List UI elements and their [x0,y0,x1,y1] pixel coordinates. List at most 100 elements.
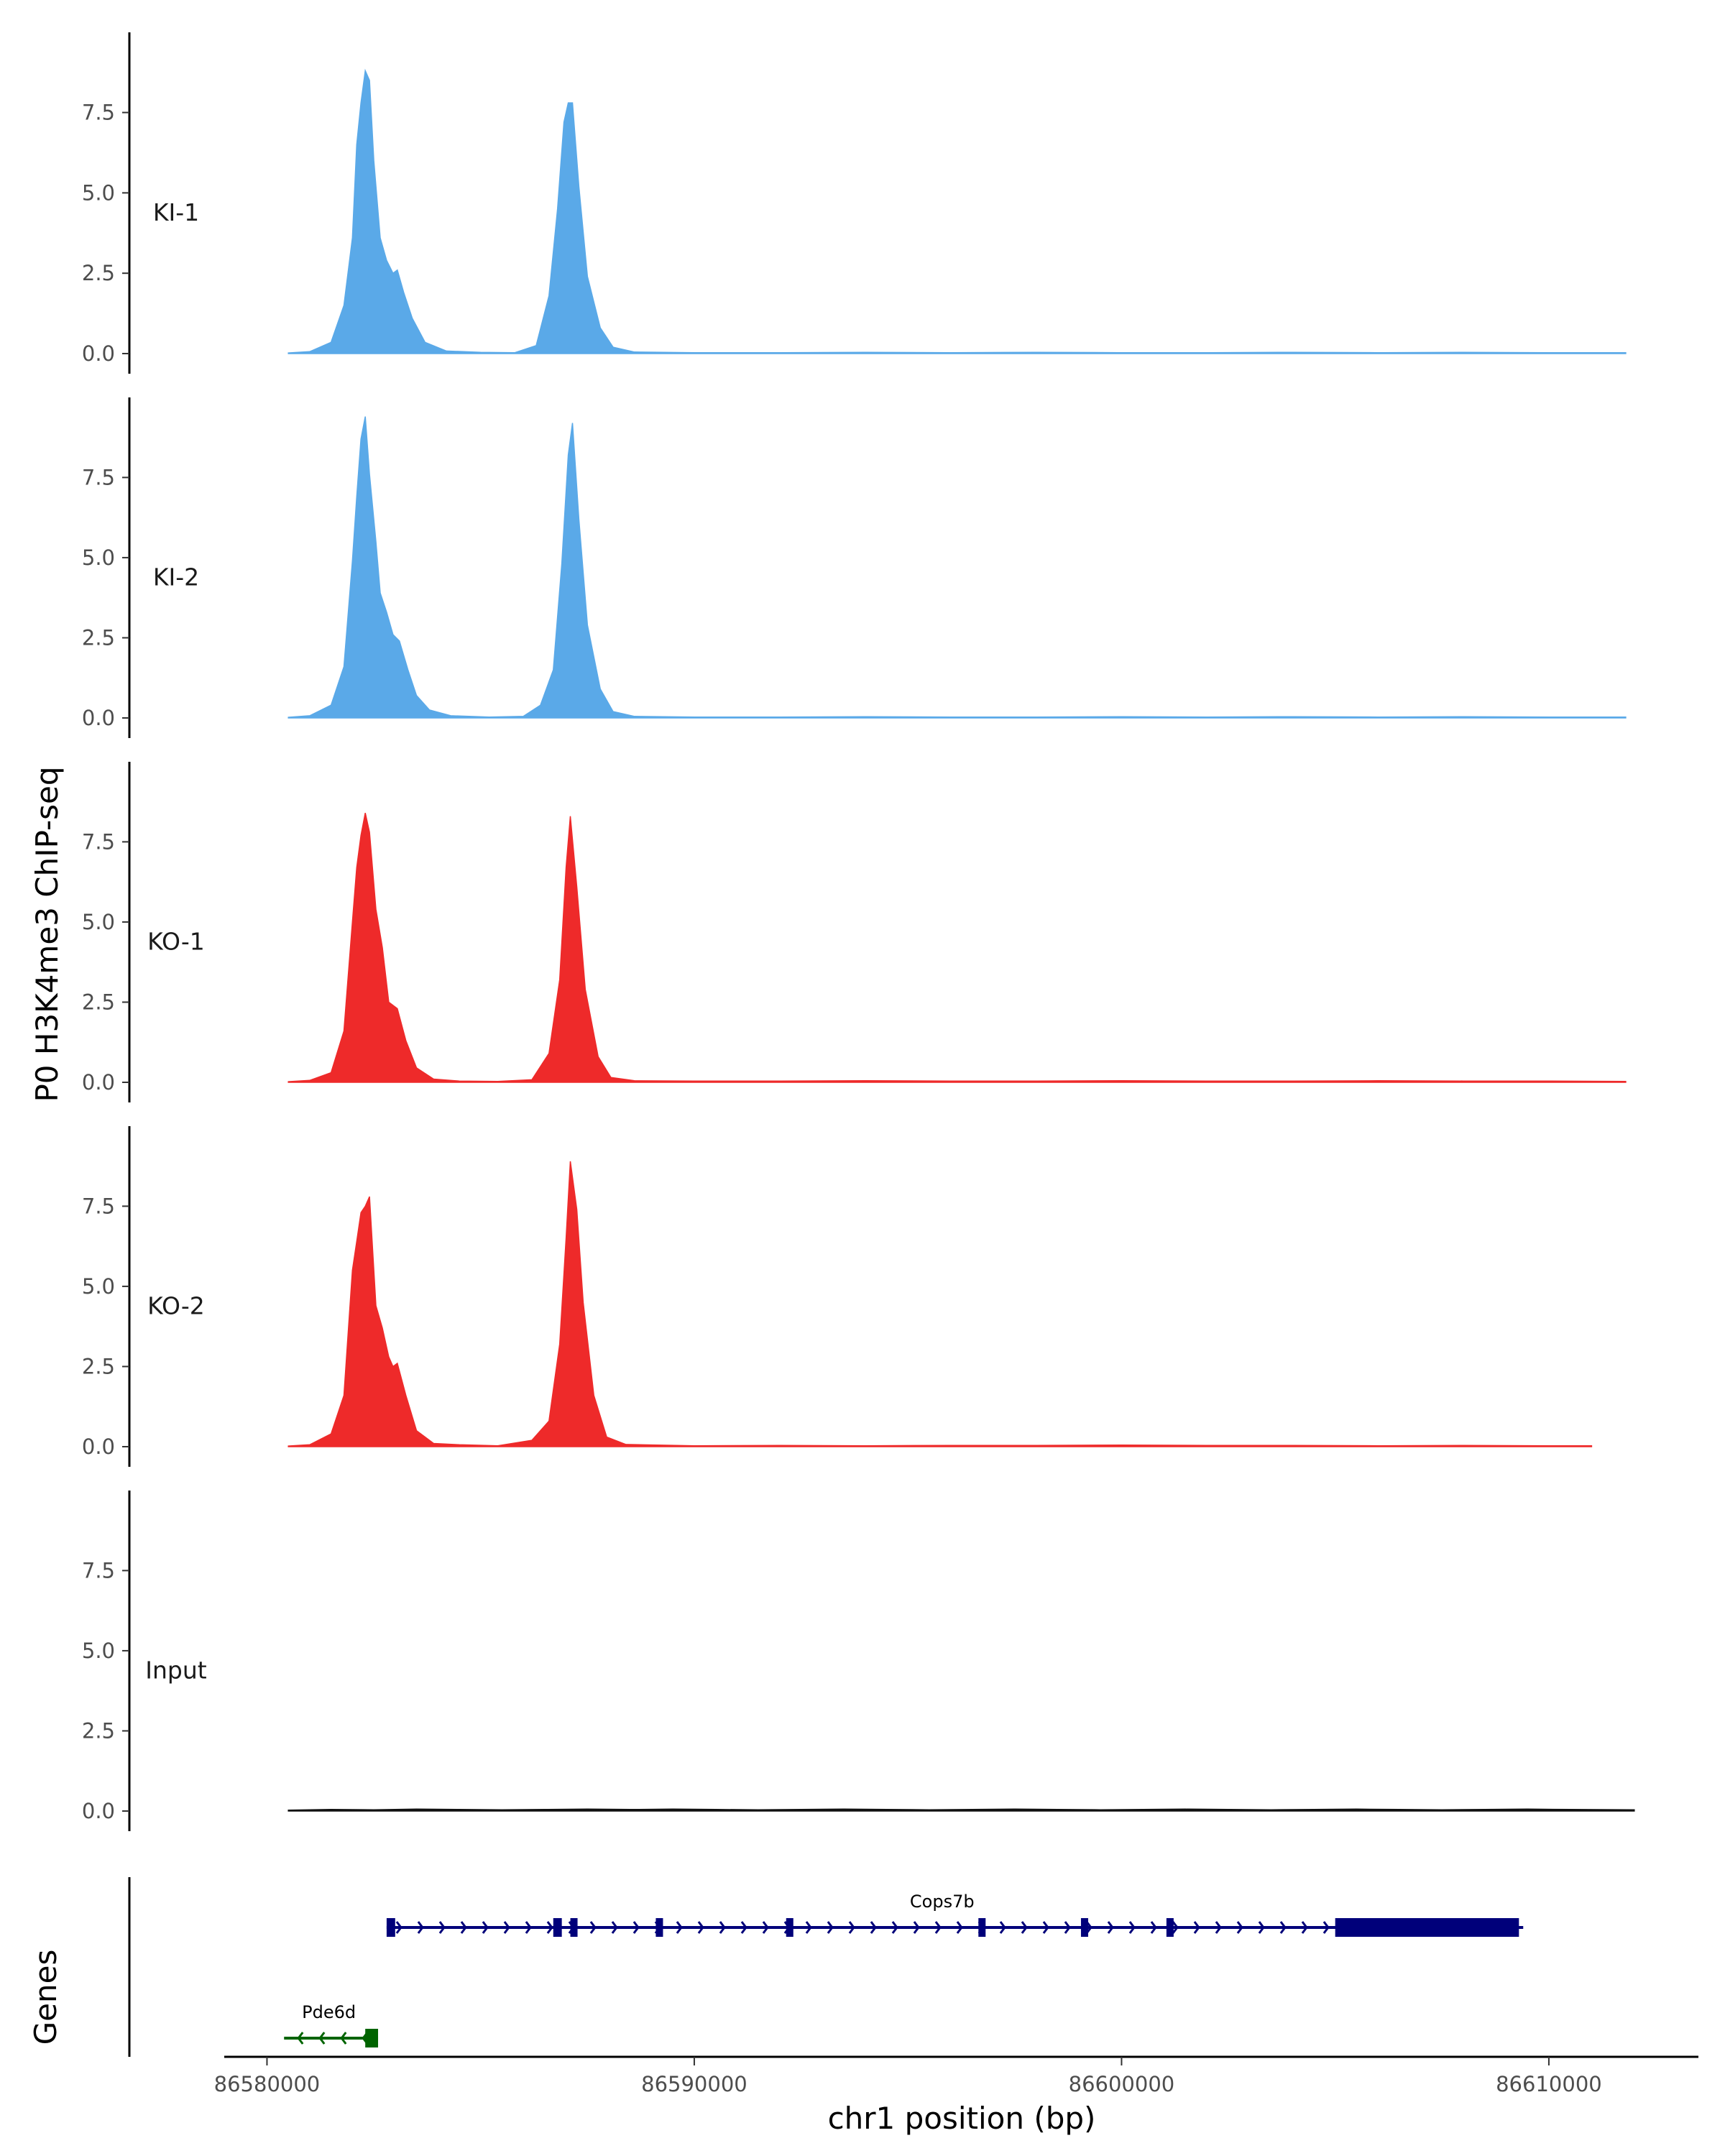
strand-arrow [611,1921,618,1934]
strand-arrow [417,1921,424,1934]
strand-arrow [1322,1921,1330,1934]
y-tick-label: 2.5 [82,1718,115,1743]
strand-arrow [460,1921,467,1934]
strand-arrow [956,1921,963,1934]
y-tick-label: 5.0 [82,180,115,205]
gene-exon [656,1918,663,1937]
strand-arrow [676,1921,683,1934]
strand-arrow [827,1921,834,1934]
y-tick-label: 5.0 [82,1639,115,1663]
gene-exon [386,1918,395,1937]
strand-arrow [503,1921,510,1934]
x-tick-label: 86610000 [1496,2072,1602,2096]
strand-arrow [589,1921,597,1934]
gene-exon [1166,1918,1174,1937]
coverage-area [288,416,1627,719]
strand-arrow [546,1921,553,1934]
strand-arrow [870,1921,877,1934]
gene-exon [1080,1918,1088,1937]
gene-cops7b: Cops7b [386,1892,1524,1937]
y-tick-label: 2.5 [82,990,115,1014]
strand-arrow [395,1921,402,1934]
track-label: KO-2 [147,1292,205,1320]
genes-axis-title: Genes [28,1950,63,2045]
strand-arrow [1150,1921,1157,1934]
gene-track: Cops7b Pde6d [128,1877,1524,2057]
strand-arrow [1064,1921,1071,1934]
strand-arrow [934,1921,942,1934]
gene-name-label: Pde6d [302,2002,356,2022]
track-ko-1: 0.0 2.5 5.0 7.5 KO-1 [82,762,1627,1102]
strand-arrow [525,1921,532,1934]
track-ko-2: 0.0 2.5 5.0 7.5 KO-2 [82,1126,1593,1467]
y-tick-label: 2.5 [82,625,115,650]
strand-arrow [999,1921,1006,1934]
y-tick-label: 0.0 [82,706,115,730]
y-tick-label: 5.0 [82,545,115,570]
x-axis: 86580000 86590000 86600000 86610000 [214,2055,1698,2096]
strand-arrow [1258,1921,1265,1934]
strand-arrow [1301,1921,1308,1934]
x-tick-label: 86600000 [1069,2072,1175,2096]
strand-arrow [318,2032,326,2045]
coverage-tracks: 0.0 2.5 5.0 7.5 KI-1 0.0 2.5 5.0 7.5 KI-2 0.0 2.5 5.… [82,32,1635,1831]
coverage-area [288,1161,1593,1447]
y-tick-label: 0.0 [82,341,115,366]
track-label: KI-1 [153,198,199,226]
gene-exon [553,1918,562,1937]
y-tick-label: 5.0 [82,910,115,934]
strand-arrow [1215,1921,1222,1934]
strand-arrow [438,1921,446,1934]
strand-arrow [1193,1921,1200,1934]
y-tick-label: 7.5 [82,1558,115,1583]
track-label: KI-2 [153,563,199,591]
strand-arrow [740,1921,748,1934]
strand-arrow [1042,1921,1049,1934]
y-tick-label: 7.5 [82,1194,115,1218]
strand-arrow [340,2032,347,2045]
y-tick-label: 7.5 [82,465,115,489]
x-axis-title: chr1 position (bp) [828,2101,1096,2136]
strand-arrow [848,1921,855,1934]
gene-exon [1335,1918,1519,1937]
gene-exon [570,1918,578,1937]
strand-arrow [719,1921,726,1934]
gene-name-label: Cops7b [910,1892,975,1912]
gene-exon [786,1918,794,1937]
track-label: KO-1 [147,928,205,956]
x-tick-label: 86590000 [641,2072,748,2096]
gene-exon [365,2029,379,2047]
strand-arrow [697,1921,704,1934]
x-tick-label: 86580000 [214,2072,321,2096]
y-axis-title: P0 H3K4me3 ChIP-seq [29,766,65,1102]
track-input: 0.0 2.5 5.0 7.5 Input [82,1491,1635,1831]
gene-pde6d: Pde6d [284,2002,379,2047]
gene-exon [978,1918,986,1937]
strand-arrow [482,1921,489,1934]
strand-arrow [891,1921,898,1934]
y-tick-label: 7.5 [82,829,115,854]
y-tick-label: 0.0 [82,1434,115,1459]
track-ki-1: 0.0 2.5 5.0 7.5 KI-1 [82,32,1627,374]
strand-arrow [805,1921,812,1934]
coverage-area [288,813,1627,1083]
track-ki-2: 0.0 2.5 5.0 7.5 KI-2 [82,397,1627,738]
y-tick-label: 2.5 [82,261,115,285]
y-tick-label: 7.5 [82,101,115,125]
strand-arrow [913,1921,920,1934]
strand-arrow [1128,1921,1136,1934]
y-tick-label: 2.5 [82,1354,115,1378]
y-tick-label: 0.0 [82,1799,115,1823]
strand-arrow [1236,1921,1243,1934]
coverage-area [288,1808,1635,1812]
strand-arrow [1021,1921,1028,1934]
strand-arrow [762,1921,769,1934]
strand-arrow [1107,1921,1114,1934]
strand-arrow [1279,1921,1287,1934]
y-tick-label: 5.0 [82,1274,115,1299]
strand-arrow [297,2032,304,2045]
strand-arrow [1172,1921,1179,1934]
y-tick-label: 0.0 [82,1070,115,1095]
coverage-area [288,68,1627,354]
